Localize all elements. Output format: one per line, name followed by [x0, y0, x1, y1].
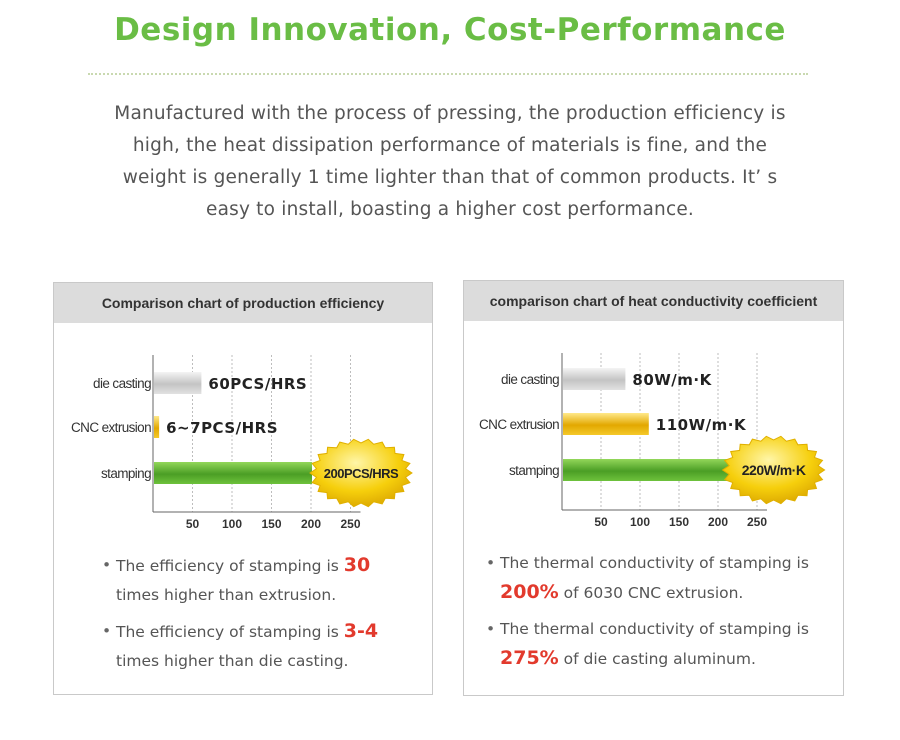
heat-conductivity-chart: 50 100 150 200 250 die casting 80W/m·K CNC extr… [479, 353, 826, 529]
bar [154, 462, 312, 484]
note-text: times higher than extrusion. [116, 586, 337, 604]
data-label: 220W/m·K [742, 462, 806, 478]
tick-label: 150 [669, 515, 689, 529]
data-label: 60PCS/HRS [208, 375, 307, 393]
tick-label: 100 [630, 515, 650, 529]
tick-label: 150 [261, 517, 281, 531]
note-text: The thermal conductivity of stamping is [500, 554, 809, 572]
tick-label: 250 [340, 517, 360, 531]
bar [563, 459, 735, 481]
production-efficiency-panel: Comparison chart of production efficienc… [53, 282, 433, 695]
bar [154, 416, 160, 438]
notes-left: The efficiency of stamping is 30 times h… [102, 551, 422, 683]
tick-label: 200 [708, 515, 728, 529]
value-badge [309, 438, 413, 508]
intro-paragraph: Manufactured with the process of pressin… [60, 98, 840, 226]
tick-label: 250 [747, 515, 767, 529]
notes-right: The thermal conductivity of stamping is … [486, 549, 836, 681]
note-text: The thermal conductivity of stamping is [500, 620, 809, 638]
category-label: die casting [93, 376, 151, 391]
note-text: times higher than die casting. [116, 652, 349, 670]
note-text: The efficiency of stamping is [116, 623, 344, 641]
note-text: The efficiency of stamping is [116, 557, 344, 575]
note-text: of 6030 CNC extrusion. [558, 584, 744, 602]
category-label: stamping [509, 463, 559, 478]
note-highlight: 30 [343, 554, 371, 576]
data-label: 110W/m·K [656, 416, 747, 434]
chart-title: Comparison chart of production efficienc… [54, 283, 432, 323]
note-item: The efficiency of stamping is 3-4 times … [102, 617, 422, 676]
note-highlight: 3-4 [343, 620, 379, 642]
category-label: stamping [101, 466, 151, 481]
note-highlight: 275% [500, 647, 559, 669]
dotted-divider [88, 73, 808, 75]
intro-line: easy to install, boasting a higher cost … [206, 199, 694, 220]
production-efficiency-chart: 50 100 150 200 250 die casting 60PCS/HRS CNC ex… [71, 355, 413, 531]
intro-line: high, the heat dissipation performance o… [132, 135, 768, 156]
bar [154, 372, 202, 394]
bar [563, 368, 626, 390]
category-label: die casting [501, 372, 559, 387]
note-text: of die casting aluminum. [558, 650, 756, 668]
category-label: CNC extrusion [71, 420, 151, 435]
data-label: 6~7PCS/HRS [166, 419, 278, 437]
note-item: The efficiency of stamping is 30 times h… [102, 551, 422, 610]
heat-conductivity-panel: comparison chart of heat conductivity co… [463, 280, 844, 696]
tick-label: 100 [222, 517, 242, 531]
tick-label: 50 [594, 515, 608, 529]
data-label: 80W/m·K [632, 371, 712, 389]
category-label: CNC extrusion [479, 417, 559, 432]
tick-label: 50 [186, 517, 200, 531]
intro-line: Manufactured with the process of pressin… [114, 103, 786, 124]
bar [563, 413, 649, 435]
note-item: The thermal conductivity of stamping is … [486, 615, 836, 674]
chart-title: comparison chart of heat conductivity co… [464, 281, 843, 321]
tick-label: 200 [301, 517, 321, 531]
intro-line: weight is generally 1 time lighter than … [122, 167, 778, 188]
value-badge [721, 435, 826, 505]
page-title: Design Innovation, Cost-Performance [114, 12, 786, 48]
data-label: 200PCS/HRS [324, 466, 399, 481]
note-item: The thermal conductivity of stamping is … [486, 549, 836, 608]
note-highlight: 200% [500, 581, 559, 603]
